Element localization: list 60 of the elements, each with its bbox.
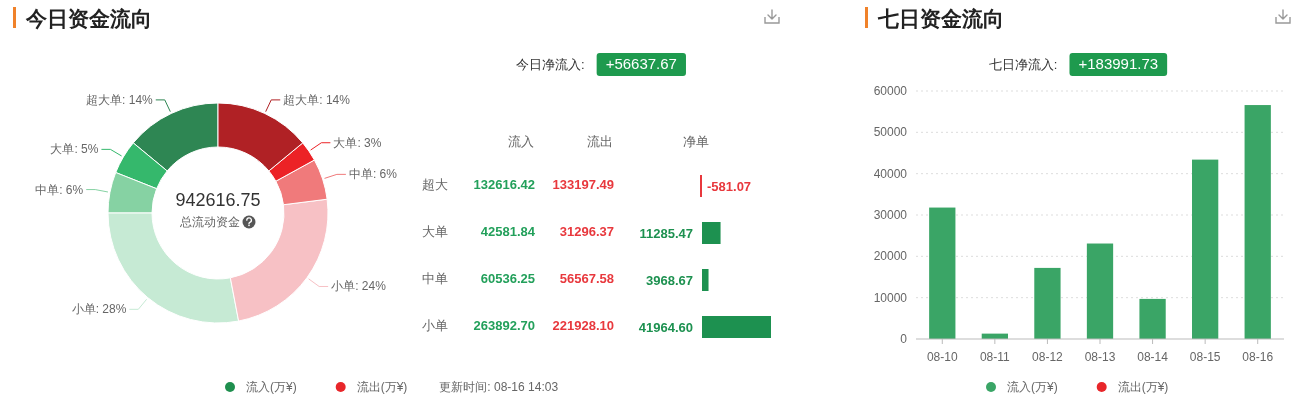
text: 总流动资金 bbox=[179, 215, 240, 229]
legend-label: 流出(万¥) bbox=[1117, 380, 1169, 394]
slice-label: 大单: 3% bbox=[333, 135, 382, 150]
y-tick-label: 30000 bbox=[873, 208, 908, 222]
data-label: 56567.58 bbox=[559, 271, 614, 286]
category-label: 超大 bbox=[422, 177, 448, 192]
bar bbox=[1139, 298, 1166, 339]
bar bbox=[1192, 159, 1219, 339]
x-tick-label: 08-11 bbox=[979, 350, 1011, 364]
text: 942616.75 bbox=[175, 190, 261, 210]
slice-label: 大单: 5% bbox=[50, 142, 99, 157]
data-label: -581.07 bbox=[707, 179, 752, 194]
legend-label: 流入(万¥) bbox=[1007, 380, 1058, 394]
slice-label: 中单: 6% bbox=[348, 167, 398, 182]
text: 流入 bbox=[508, 134, 534, 149]
chart-subtitle: 七日净流入: bbox=[988, 57, 1058, 72]
data-label: 11285.47 bbox=[639, 226, 693, 241]
x-tick-label: 08-15 bbox=[1189, 350, 1221, 364]
category-label: 中单 bbox=[422, 271, 448, 286]
data-label: 132616.42 bbox=[473, 177, 535, 192]
category-label: 小单 bbox=[422, 318, 448, 333]
x-tick-label: 08-12 bbox=[1032, 350, 1064, 364]
data-label: 41964.60 bbox=[638, 320, 693, 335]
bar bbox=[1244, 105, 1271, 339]
text: 流出(万¥) bbox=[356, 380, 408, 394]
data-label: 263892.70 bbox=[473, 318, 535, 333]
data-label: 31296.37 bbox=[559, 224, 614, 239]
slice-label: 小单: 28% bbox=[71, 302, 127, 317]
data-label: 221928.10 bbox=[552, 318, 614, 333]
x-tick-label: 08-16 bbox=[1242, 350, 1274, 364]
slice-label: 超大单: 14% bbox=[283, 92, 351, 107]
data-label: 3968.67 bbox=[646, 273, 693, 288]
data-label: 60536.25 bbox=[480, 271, 535, 286]
x-tick-label: 08-14 bbox=[1137, 350, 1169, 364]
data-label: 133197.49 bbox=[552, 177, 614, 192]
bar bbox=[1086, 243, 1114, 339]
text: 今日净流入: bbox=[516, 57, 585, 72]
x-tick-label: 08-10 bbox=[926, 350, 958, 364]
data-label: 42581.84 bbox=[480, 224, 535, 239]
y-tick-label: 10000 bbox=[873, 290, 908, 305]
chart-title: 今日资金流向 bbox=[25, 7, 152, 30]
x-tick-label: 08-13 bbox=[1084, 350, 1116, 364]
bar bbox=[929, 207, 956, 339]
bar bbox=[1034, 267, 1061, 339]
y-tick-label: 20000 bbox=[873, 249, 908, 264]
slice-label: 超大单: 14% bbox=[86, 92, 154, 107]
y-tick-label: 0 bbox=[900, 332, 908, 346]
y-tick-label: 40000 bbox=[873, 166, 908, 181]
text: +183991.73 bbox=[1078, 55, 1159, 72]
category-label: 大单 bbox=[422, 224, 448, 239]
text: 更新时间: 08-16 14:03 bbox=[439, 380, 559, 394]
y-tick-label: 50000 bbox=[873, 125, 908, 140]
text: 净单 bbox=[683, 134, 709, 149]
text: 流出 bbox=[587, 134, 613, 149]
chart-title: 七日资金流向 bbox=[877, 7, 1004, 30]
slice-label: 中单: 6% bbox=[35, 182, 84, 197]
slice-label: 小单: 24% bbox=[331, 279, 387, 294]
y-tick-label: 60000 bbox=[873, 84, 908, 98]
text: 流入(万¥) bbox=[246, 380, 297, 394]
text: +56637.67 bbox=[605, 55, 677, 72]
